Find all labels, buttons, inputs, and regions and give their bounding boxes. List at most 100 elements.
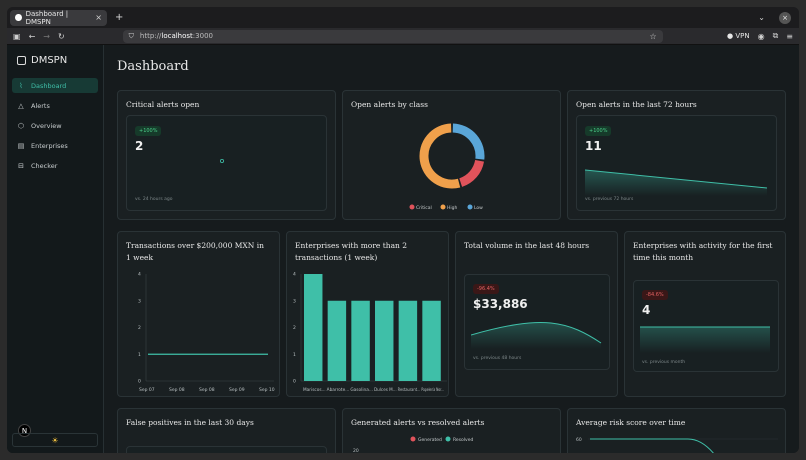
reload-icon[interactable]: ↻: [57, 31, 65, 41]
x-tick-label: Dulces M...: [374, 387, 397, 393]
theme-toggle[interactable]: ☀: [12, 433, 98, 447]
tab-bar: Dashboard | DMSPN × + ⌄ ×: [7, 7, 799, 28]
card-footer: vs. 24 hours ago: [135, 197, 173, 202]
app: DMSPN ⌇ Dashboard △ Alerts ⬡ Overview ▤ …: [7, 45, 799, 453]
slice-critical: [458, 159, 485, 187]
card-title: False positives in the last 30 days: [126, 418, 254, 427]
x-tick-label: Abarrote...: [327, 387, 350, 393]
sidebar-item-checker[interactable]: ⊟ Checker: [12, 158, 98, 173]
legend-swatch: [467, 204, 473, 210]
change-badge: +100%: [135, 126, 162, 136]
legend-generated-label: Generated: [418, 437, 442, 443]
sidebar-item-label: Overview: [31, 121, 62, 130]
card-title: Transactions over $200,000 MXN in 1 week: [126, 241, 264, 262]
y-axis-top-label: 20: [353, 448, 359, 453]
forward-icon[interactable]: →: [43, 31, 50, 41]
x-tick-label: Sep 09: [229, 387, 245, 393]
change-badge: +100%: [585, 126, 612, 136]
back-icon[interactable]: ←: [28, 31, 36, 41]
sparkline: [640, 326, 770, 353]
legend-swatch: [409, 204, 415, 210]
y-tick-label: 2: [138, 325, 141, 331]
sidebar-item-label: Checker: [31, 161, 58, 170]
metric-value: 4: [642, 303, 651, 317]
legend-label: Critical: [416, 205, 432, 211]
alerts-72h-card: Open alerts in the last 72 hours +100% 1…: [567, 90, 786, 220]
card-title: Generated alerts vs resolved alerts: [351, 418, 485, 427]
vpn-button[interactable]: ● VPN: [727, 32, 750, 40]
y-axis-top-label: 60: [576, 437, 582, 443]
new-tab-button[interactable]: +: [115, 12, 124, 23]
y-tick-label: 4: [293, 272, 296, 278]
card-inner: -84.6% 4 vs. previous month: [633, 280, 779, 372]
building-icon: ▤: [17, 141, 25, 150]
card-title: Open alerts by class: [351, 100, 428, 109]
brand[interactable]: DMSPN: [12, 51, 98, 78]
bookmark-star-icon[interactable]: ☆: [649, 31, 657, 41]
sparkline: [220, 159, 225, 164]
card-title: Enterprises with activity for the first …: [633, 241, 773, 262]
slice-low: [452, 123, 485, 160]
card-footer: vs. previous month: [642, 360, 686, 365]
bar: [398, 300, 418, 381]
menu-icon[interactable]: ≡: [786, 31, 793, 41]
legend-label: Low: [474, 205, 483, 211]
sidebar-item-enterprises[interactable]: ▤ Enterprises: [12, 138, 98, 153]
sidebar-item-label: Enterprises: [31, 141, 68, 150]
risk-line-chart: 60: [576, 437, 778, 453]
x-tick-label: Restaurant...: [398, 387, 421, 393]
x-tick-label: Papelería Nor...: [421, 386, 444, 393]
donut-chart: Critical High Low: [409, 123, 485, 211]
window-close-icon[interactable]: ×: [779, 11, 791, 24]
extensions-icon[interactable]: ⧉: [772, 31, 779, 40]
sidebar-item-label: Alerts: [31, 101, 50, 110]
x-tick-label: Sep 10: [259, 387, 275, 393]
brand-name: DMSPN: [31, 55, 68, 66]
y-tick-label: 3: [293, 298, 296, 304]
bar: [351, 300, 370, 381]
alerts-by-class-card: Open alerts by class Critical High Low: [342, 90, 561, 220]
browser-tab[interactable]: Dashboard | DMSPN ×: [10, 9, 107, 26]
main-content: Dashboard Critical alerts open +100% 2 v…: [104, 45, 799, 453]
card-title: Total volume in the last 48 hours: [464, 241, 590, 250]
chevron-down-icon[interactable]: ⌄: [758, 13, 765, 22]
card-title: Critical alerts open: [126, 100, 200, 109]
metric-value: 2: [135, 139, 144, 153]
x-tick-label: Sep 08: [199, 387, 215, 393]
sidebar-item-dashboard[interactable]: ⌇ Dashboard: [12, 78, 98, 93]
navigation-bar: ▣ ← → ↻ ⛉ http://localhost:3000 ☆ ● VPN …: [7, 28, 799, 45]
y-tick-label: 0: [293, 379, 296, 385]
favicon-icon: [15, 14, 22, 21]
sun-icon: ☀: [51, 435, 59, 445]
line-chart: 0 1 2 3 4 Sep 07 Sep 08 Sep 08 Sep 09 Sep 10: [138, 272, 275, 394]
page-title: Dashboard: [117, 59, 189, 74]
legend-swatch: [440, 204, 446, 210]
card-title: Average risk score over time: [576, 418, 686, 427]
browser-window: Dashboard | DMSPN × + ⌄ × ▣ ← → ↻ ⛉ http…: [7, 7, 799, 453]
account-icon[interactable]: ◉: [757, 31, 765, 41]
address-bar[interactable]: ⛉ http://localhost:3000 ☆: [122, 29, 663, 43]
y-tick-label: 1: [293, 352, 296, 358]
sidebar-toggle-icon[interactable]: ▣: [13, 31, 21, 41]
sparkline: [471, 322, 602, 349]
risk-score-card: Average risk score over time 60: [567, 408, 786, 453]
bar-chart: 0 1 2 3 4 Mariscos... Abarrote... Gasolina... Du…: [293, 272, 447, 393]
legend: Generated Resolved 20: [353, 436, 473, 453]
sidebar-item-alerts[interactable]: △ Alerts: [12, 98, 98, 113]
shield-icon: ⛉: [128, 31, 134, 40]
card-title: Open alerts in the last 72 hours: [576, 100, 697, 109]
chart-line-icon: ⌇: [19, 81, 23, 90]
enterprises-card: Enterprises with more than 2 transaction…: [286, 231, 449, 397]
card-title: Enterprises with more than 2 transaction…: [295, 241, 408, 262]
sidebar-item-overview[interactable]: ⬡ Overview: [12, 118, 98, 133]
y-tick-label: 1: [138, 352, 141, 358]
warning-icon: △: [18, 101, 24, 110]
sidebar: DMSPN ⌇ Dashboard △ Alerts ⬡ Overview ▤ …: [7, 45, 104, 453]
first-time-card: Enterprises with activity for the first …: [624, 231, 786, 397]
sidebar-item-label: Dashboard: [31, 81, 67, 90]
transactions-card: Transactions over $200,000 MXN in 1 week…: [117, 231, 280, 397]
close-tab-icon[interactable]: ×: [95, 13, 102, 22]
bar: [327, 300, 347, 381]
legend-label: High: [447, 205, 457, 211]
briefcase-icon: ⊟: [18, 161, 24, 170]
